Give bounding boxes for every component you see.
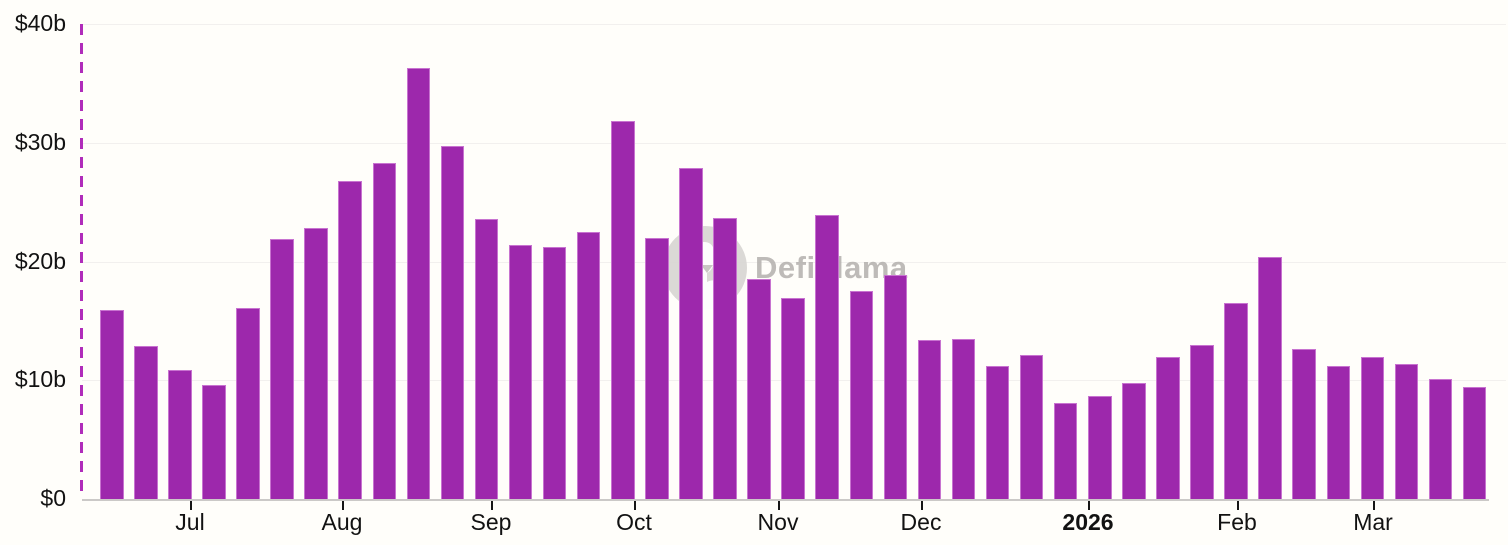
bar[interactable] xyxy=(1292,349,1316,499)
bar[interactable] xyxy=(202,385,226,499)
bar[interactable] xyxy=(134,345,158,499)
y-axis-dashed-line xyxy=(80,24,83,498)
bar[interactable] xyxy=(1462,387,1487,499)
x-axis-tick xyxy=(921,501,923,510)
bar[interactable] xyxy=(1224,303,1248,499)
bar[interactable] xyxy=(372,162,397,499)
bar[interactable] xyxy=(849,291,874,499)
x-axis-line xyxy=(82,499,1489,501)
bar[interactable] xyxy=(815,215,839,499)
x-axis-tick xyxy=(634,501,636,510)
y-axis-tick-label: $0 xyxy=(40,484,66,511)
gridline xyxy=(82,142,1506,144)
bar[interactable] xyxy=(781,298,805,499)
bar[interactable] xyxy=(1258,256,1282,499)
y-axis-tick-label: $30b xyxy=(14,128,66,155)
bar[interactable] xyxy=(1156,356,1180,499)
bar[interactable] xyxy=(542,247,567,499)
x-axis-tick-label: Jul xyxy=(175,509,205,535)
x-axis-tick xyxy=(1088,501,1090,510)
x-axis-tick-label: Sep xyxy=(470,509,512,535)
bar[interactable] xyxy=(917,339,942,499)
bar[interactable] xyxy=(1394,363,1419,499)
bar[interactable] xyxy=(1122,382,1146,499)
x-axis-tick xyxy=(491,501,493,510)
bar[interactable] xyxy=(406,67,431,499)
bar[interactable] xyxy=(679,167,703,499)
bar[interactable] xyxy=(645,237,669,499)
bar[interactable] xyxy=(304,228,328,499)
bar[interactable] xyxy=(883,274,908,499)
bar[interactable] xyxy=(100,310,124,499)
x-axis-tick-label: Nov xyxy=(757,509,799,535)
y-axis-tick-label: $10b xyxy=(14,366,66,393)
bar[interactable] xyxy=(1088,395,1112,499)
x-axis-tick xyxy=(190,501,192,510)
x-axis-tick xyxy=(342,501,344,510)
x-axis-tick xyxy=(1237,501,1239,510)
bar[interactable] xyxy=(236,307,260,499)
x-axis-tick-label: Oct xyxy=(616,509,652,535)
bar[interactable] xyxy=(1053,402,1078,499)
y-axis-tick-label: $40b xyxy=(14,9,66,36)
y-axis-tick-label: $20b xyxy=(14,247,66,274)
bar[interactable] xyxy=(1428,379,1453,499)
bar[interactable] xyxy=(270,238,294,499)
x-axis-tick-label: 2026 xyxy=(1062,509,1114,535)
bar[interactable] xyxy=(1019,355,1044,499)
x-axis-tick-label: Aug xyxy=(321,509,363,535)
bar[interactable] xyxy=(985,366,1010,499)
bar[interactable] xyxy=(951,338,976,499)
x-axis-tick-label: Feb xyxy=(1217,509,1257,535)
gridline xyxy=(82,24,1506,25)
bar[interactable] xyxy=(576,231,601,499)
x-axis-tick-label: Mar xyxy=(1353,509,1393,535)
bar[interactable] xyxy=(168,369,192,499)
gridline xyxy=(82,261,1506,263)
x-axis-tick xyxy=(778,501,780,510)
bar[interactable] xyxy=(1360,356,1385,499)
bar[interactable] xyxy=(747,279,771,499)
x-axis-tick-label: Dec xyxy=(900,509,942,535)
bar[interactable] xyxy=(440,146,465,499)
bar[interactable] xyxy=(713,217,737,499)
bar[interactable] xyxy=(474,218,499,499)
bar[interactable] xyxy=(611,121,635,499)
bar[interactable] xyxy=(1190,344,1214,499)
bar[interactable] xyxy=(338,180,362,499)
bar[interactable] xyxy=(508,244,533,499)
x-axis-tick xyxy=(1373,501,1375,510)
bar[interactable] xyxy=(1326,366,1351,499)
